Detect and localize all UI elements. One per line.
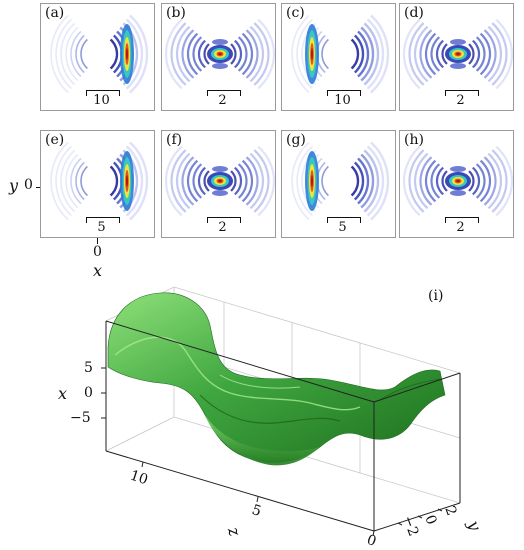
panel-c-field <box>291 14 390 94</box>
panel-h-scalebar: 2 <box>400 217 513 235</box>
panel-a: (a) 10 <box>40 3 155 111</box>
panel-b-label: (b) <box>166 5 186 21</box>
panel-e: (e) 5 <box>40 130 155 238</box>
panel-g-scalebar: 5 <box>282 217 395 235</box>
panel-d-scale: 2 <box>456 93 465 108</box>
panel-c-scalebar: 10 <box>282 90 395 108</box>
panel-e-label: (e) <box>45 132 65 148</box>
panel-b-scale: 2 <box>218 93 227 108</box>
panel-h-scale: 2 <box>456 220 465 235</box>
panel-b-field <box>164 18 275 90</box>
panel-a-field <box>50 14 149 94</box>
panel-h-label: (h) <box>404 132 424 148</box>
y-axis-label: y <box>9 176 19 195</box>
y-tick-mark <box>36 187 40 189</box>
ticks <box>101 367 443 537</box>
x-tick-mark <box>97 238 99 244</box>
panel-e-scale: 5 <box>97 220 106 235</box>
panel-f-scalebar: 2 <box>162 217 275 235</box>
panel-a-scale: 10 <box>93 93 110 108</box>
panel-d-scalebar: 2 <box>400 90 513 108</box>
panel-g-scale: 5 <box>338 220 347 235</box>
surface-3d <box>107 292 446 466</box>
panel-a-scalebar: 10 <box>41 90 154 108</box>
panel-f-scale: 2 <box>218 220 227 235</box>
y-axis-tick: 0 <box>24 177 33 193</box>
panel-g-label: (g) <box>286 132 306 148</box>
x-axis-label: x <box>93 261 103 280</box>
panel-d-field <box>402 18 513 90</box>
panel-h: (h) 2 <box>399 130 514 238</box>
panel-a-label: (a) <box>45 5 65 21</box>
plot3d-x-tick-0: 5 <box>84 360 93 376</box>
panel-c-label: (c) <box>286 5 305 21</box>
plot3d-x-tick-1: 0 <box>84 385 93 401</box>
panel-e-field <box>50 141 149 221</box>
plot3d-x-tick-2: −5 <box>70 410 91 426</box>
panel-h-field <box>402 145 513 217</box>
panel-b-scalebar: 2 <box>162 90 275 108</box>
panel-e-scalebar: 5 <box>41 217 154 235</box>
panel-f-label: (f) <box>166 132 183 148</box>
panel-d: (d) 2 <box>399 3 514 111</box>
panel-c: (c) 10 <box>281 3 396 111</box>
panel-g-field <box>291 141 390 221</box>
box-front <box>105 320 461 532</box>
panel-c-scale: 10 <box>334 93 351 108</box>
panel-d-label: (d) <box>404 5 424 21</box>
panel-b: (b) 2 <box>161 3 276 111</box>
plot3d-label: (i) <box>428 288 444 304</box>
x-axis-tick: 0 <box>93 244 102 260</box>
panel-f-field <box>164 145 275 217</box>
panel-g: (g) 5 <box>281 130 396 238</box>
plot-3d <box>101 286 461 537</box>
panel-f: (f) 2 <box>161 130 276 238</box>
plot3d-x-label: x <box>58 384 68 403</box>
